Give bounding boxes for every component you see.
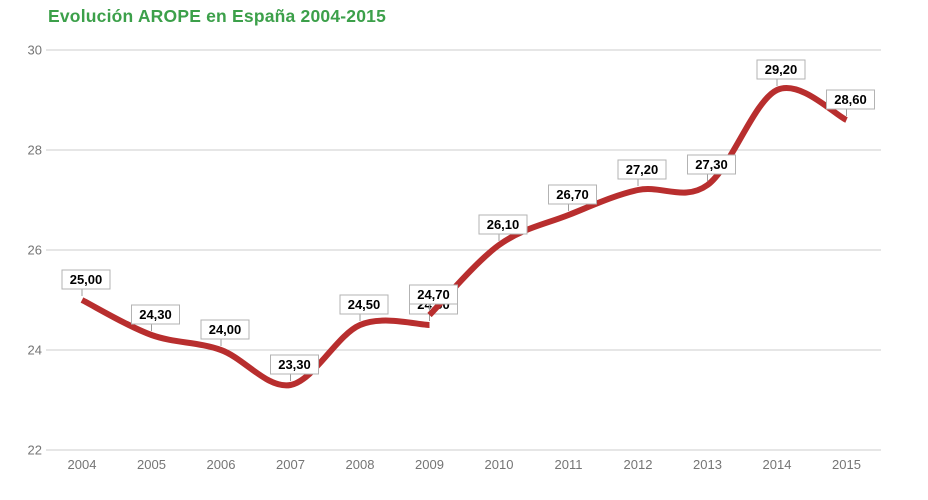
label-value: 27,20 (626, 162, 659, 177)
data-label: 23,30 (270, 354, 319, 381)
x-tick-label: 2008 (346, 457, 375, 472)
data-label: 26,70 (548, 184, 597, 211)
y-tick-label: 28 (28, 143, 42, 158)
label-value: 28,60 (834, 92, 867, 107)
x-tick-label: 2007 (276, 457, 305, 472)
y-gridlines (46, 49, 881, 451)
x-tick-label: 2005 (137, 457, 166, 472)
x-tick-label: 2006 (207, 457, 236, 472)
label-value: 24,00 (209, 322, 242, 337)
y-axis-labels: 22 24 26 28 30 (28, 43, 42, 458)
label-value: 26,70 (556, 187, 589, 202)
data-label: 24,50 (339, 294, 389, 321)
x-tick-label: 2009 (415, 457, 444, 472)
label-box (339, 294, 389, 315)
label-value: 23,30 (278, 357, 311, 372)
data-label: 27,20 (617, 159, 667, 186)
label-box (826, 89, 875, 110)
y-tick-label: 22 (28, 443, 42, 458)
label-box (478, 214, 528, 235)
label-box (687, 154, 736, 175)
label-box (756, 59, 806, 80)
label-value: 27,30 (695, 157, 728, 172)
label-value: 25,00 (70, 272, 103, 287)
data-label: 24,00 (200, 319, 250, 346)
data-label: 25,00 (61, 269, 111, 296)
data-label: 27,30 (687, 154, 736, 181)
label-value: 26,10 (487, 217, 520, 232)
x-tick-label: 2010 (485, 457, 514, 472)
data-label: 24,30 (131, 304, 180, 331)
label-box (270, 354, 319, 375)
data-label: 28,60 (826, 89, 875, 116)
label-box (617, 159, 667, 180)
x-axis-labels: 2004 2005 2006 2007 2008 2009 2010 2011 2012 2013… (68, 457, 861, 472)
label-value: 24,50 (348, 297, 381, 312)
label-box (548, 184, 597, 205)
y-tick-label: 24 (28, 343, 42, 358)
label-value: 24,30 (139, 307, 172, 322)
label-box (409, 284, 458, 305)
data-label: 29,20 (756, 59, 806, 86)
series-line-0 (80, 297, 430, 389)
x-tick-label: 2012 (624, 457, 653, 472)
x-tick-label: 2004 (68, 457, 97, 472)
label-box (200, 319, 250, 340)
label-value: 24,70 (417, 287, 450, 302)
y-tick-label: 26 (28, 243, 42, 258)
label-value: 29,20 (765, 62, 798, 77)
x-tick-label: 2015 (832, 457, 861, 472)
data-label: 26,10 (478, 214, 528, 241)
x-tick-label: 2013 (693, 457, 722, 472)
label-box (131, 304, 180, 325)
chart-title: Evolución AROPE en España 2004-2015 (48, 6, 387, 26)
x-tick-label: 2014 (763, 457, 792, 472)
x-tick-label: 2011 (555, 457, 583, 472)
series-line-1 (427, 85, 848, 318)
data-label: 24,70 (409, 284, 458, 311)
series-1-data-labels: 24,70 26,10 26,70 27,20 27,30 29,20 28,60 (409, 59, 875, 311)
y-tick-label: 30 (28, 43, 42, 58)
label-box (61, 269, 111, 290)
